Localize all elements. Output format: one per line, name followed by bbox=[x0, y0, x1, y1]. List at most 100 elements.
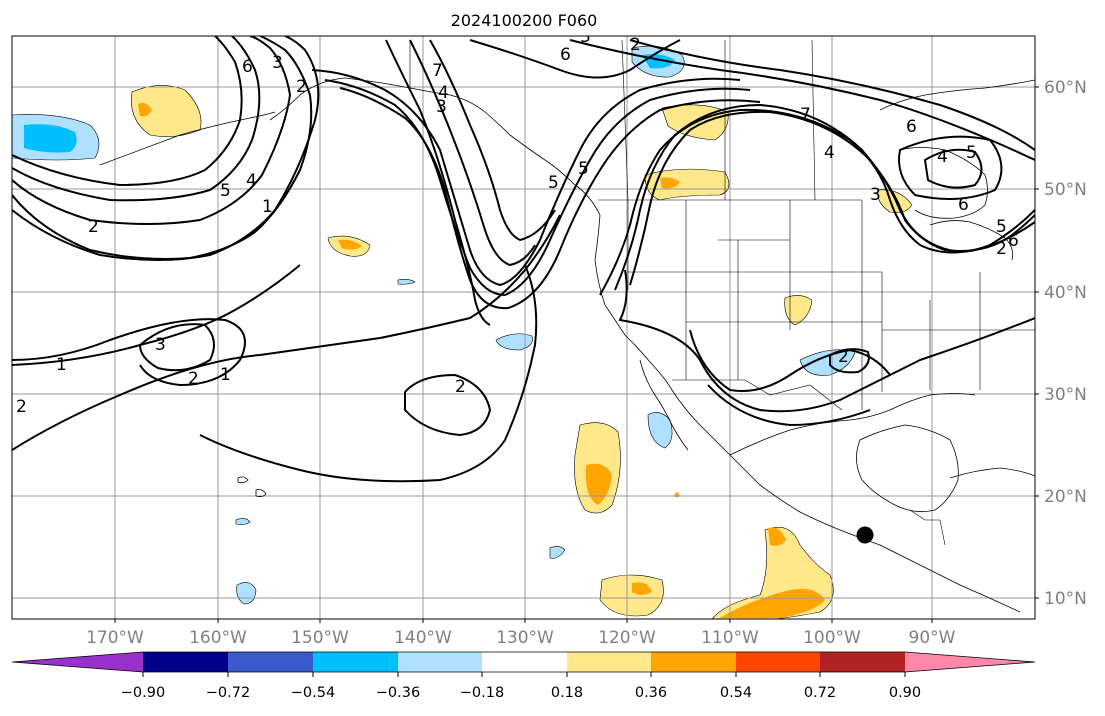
colorbar-extend-low bbox=[12, 652, 143, 672]
contour-label: 4 bbox=[438, 83, 449, 103]
map-panel: 6 3 2 5 4 1 2 3 2 1 1 2 7 4 3 5 6 3 5 2 bbox=[11, 27, 1087, 648]
graticule bbox=[12, 36, 1035, 619]
contour-arc-4 bbox=[12, 36, 261, 202]
contour-label: 2 bbox=[88, 217, 99, 237]
coastline-alaska bbox=[269, 77, 601, 216]
contour-2-basin bbox=[199, 264, 538, 483]
contour-label: 2 bbox=[455, 377, 466, 397]
contour-label: 2 bbox=[16, 397, 27, 417]
contour-label: 4 bbox=[937, 147, 948, 167]
longitude-label: 120°W bbox=[598, 628, 656, 648]
coastline-hudson bbox=[899, 147, 988, 219]
colorbar-tick-label: −0.90 bbox=[121, 685, 165, 701]
contour-arc-5 bbox=[12, 36, 243, 187]
contour-label: 1 bbox=[262, 197, 273, 217]
shade-negative-3 bbox=[397, 279, 416, 285]
shade-positive-1-core bbox=[138, 102, 152, 117]
coastlines bbox=[99, 77, 1035, 613]
border-us-mexico bbox=[672, 379, 843, 411]
contour-label: 6 bbox=[242, 57, 253, 77]
contour-label: 3 bbox=[580, 27, 591, 47]
latitude-label: 30°N bbox=[1044, 385, 1087, 405]
shade-positive-9-core bbox=[720, 588, 825, 618]
contour-label: 7 bbox=[432, 61, 443, 81]
contour-trough-5 bbox=[409, 39, 536, 267]
contour-label: 5 bbox=[966, 143, 977, 163]
contour-large-2 bbox=[689, 329, 891, 392]
colorbar-tick-label: 0.54 bbox=[720, 685, 752, 701]
contour-left-1 bbox=[12, 264, 301, 366]
map-ticks bbox=[114, 86, 1039, 623]
contour-label: 2 bbox=[188, 369, 199, 389]
contour-trough-3 bbox=[339, 87, 761, 310]
contour-label: 4 bbox=[824, 143, 835, 163]
contour-label: 6 bbox=[560, 45, 571, 65]
colorbar-bin bbox=[567, 652, 651, 672]
contour-label: 5 bbox=[220, 181, 231, 201]
colorbar-tick-labels: −0.90 −0.72 −0.54 −0.36 −0.18 0.18 0.36 … bbox=[121, 685, 921, 701]
colorbar-bin bbox=[313, 652, 398, 672]
shade-positive-9-core-2 bbox=[768, 527, 786, 546]
shade-negative-6 bbox=[647, 412, 673, 449]
contour-ridge-4 bbox=[629, 39, 1035, 151]
contour-trough-2 bbox=[324, 79, 751, 297]
shaded-anomaly-field bbox=[12, 45, 913, 619]
coastline-hawaii-2 bbox=[255, 489, 267, 498]
shade-positive-8 bbox=[599, 574, 664, 617]
shade-positive-8-core bbox=[632, 582, 652, 595]
latitude-label: 60°N bbox=[1044, 78, 1087, 98]
contour-labels: 6 3 2 5 4 1 2 3 2 1 1 2 7 4 3 5 6 3 5 2 bbox=[16, 27, 1019, 417]
coastline-canada-east bbox=[879, 79, 1035, 111]
coastline-gulf-shore bbox=[729, 393, 976, 456]
colorbar-bin bbox=[228, 652, 313, 672]
shade-negative-8 bbox=[235, 518, 251, 525]
colorbar-bin bbox=[736, 652, 820, 672]
contour-label: 3 bbox=[272, 53, 283, 73]
coastline-aleutians bbox=[99, 111, 276, 166]
contour-large-1 bbox=[618, 269, 1035, 413]
latitude-labels: 10°N 20°N 30°N 40°N 50°N 60°N bbox=[1044, 78, 1087, 609]
contour-label: 2 bbox=[630, 35, 641, 55]
colorbar-bin bbox=[398, 652, 482, 672]
contour-label: 5 bbox=[548, 173, 559, 193]
colorbar-bin bbox=[820, 652, 905, 672]
contour-lines bbox=[12, 36, 1035, 483]
contour-label: 1 bbox=[56, 355, 67, 375]
contour-ring-2-east bbox=[829, 348, 870, 374]
contour-2-large bbox=[12, 214, 561, 451]
contour-label: 2 bbox=[996, 239, 1007, 259]
longitude-label: 110°W bbox=[701, 628, 759, 648]
contour-2-ring bbox=[404, 373, 492, 437]
shade-negative-5 bbox=[799, 349, 856, 376]
shade-negative-7 bbox=[549, 546, 566, 559]
contour-label: 6 bbox=[958, 195, 969, 215]
contour-ridge-5 bbox=[569, 39, 1035, 161]
contour-north-1 bbox=[469, 39, 681, 79]
contour-label: 4 bbox=[246, 171, 257, 191]
latitude-label: 10°N bbox=[1044, 589, 1087, 609]
colorbar-tick-label: 0.18 bbox=[551, 685, 583, 701]
contour-label: 5 bbox=[996, 217, 1007, 237]
longitude-label: 170°W bbox=[86, 628, 144, 648]
longitude-label: 90°W bbox=[909, 628, 956, 648]
colorbar-tick-label: 0.90 bbox=[889, 685, 921, 701]
coastline-gulf-of-mexico bbox=[856, 424, 959, 513]
colorbar: −0.90 −0.72 −0.54 −0.36 −0.18 0.18 0.36 … bbox=[11, 651, 1036, 701]
colorbar-extend-high bbox=[905, 652, 1035, 672]
shade-positive-1 bbox=[131, 85, 202, 137]
shade-small-dot bbox=[674, 492, 680, 498]
colorbar-bin bbox=[651, 652, 736, 672]
latitude-label: 20°N bbox=[1044, 487, 1087, 507]
contour-trough-4 bbox=[385, 39, 491, 326]
colorbar-tick-label: 0.72 bbox=[804, 685, 836, 701]
colorbar-bin bbox=[482, 652, 567, 672]
coastline-hawaii-1 bbox=[237, 476, 249, 484]
longitude-label: 100°W bbox=[803, 628, 861, 648]
shade-negative-9 bbox=[236, 582, 257, 605]
coastline-baja bbox=[639, 359, 689, 451]
colorbar-tick-label: −0.72 bbox=[206, 685, 250, 701]
border-canada-prov-1 bbox=[621, 39, 629, 201]
contour-arc-3 bbox=[12, 36, 292, 225]
